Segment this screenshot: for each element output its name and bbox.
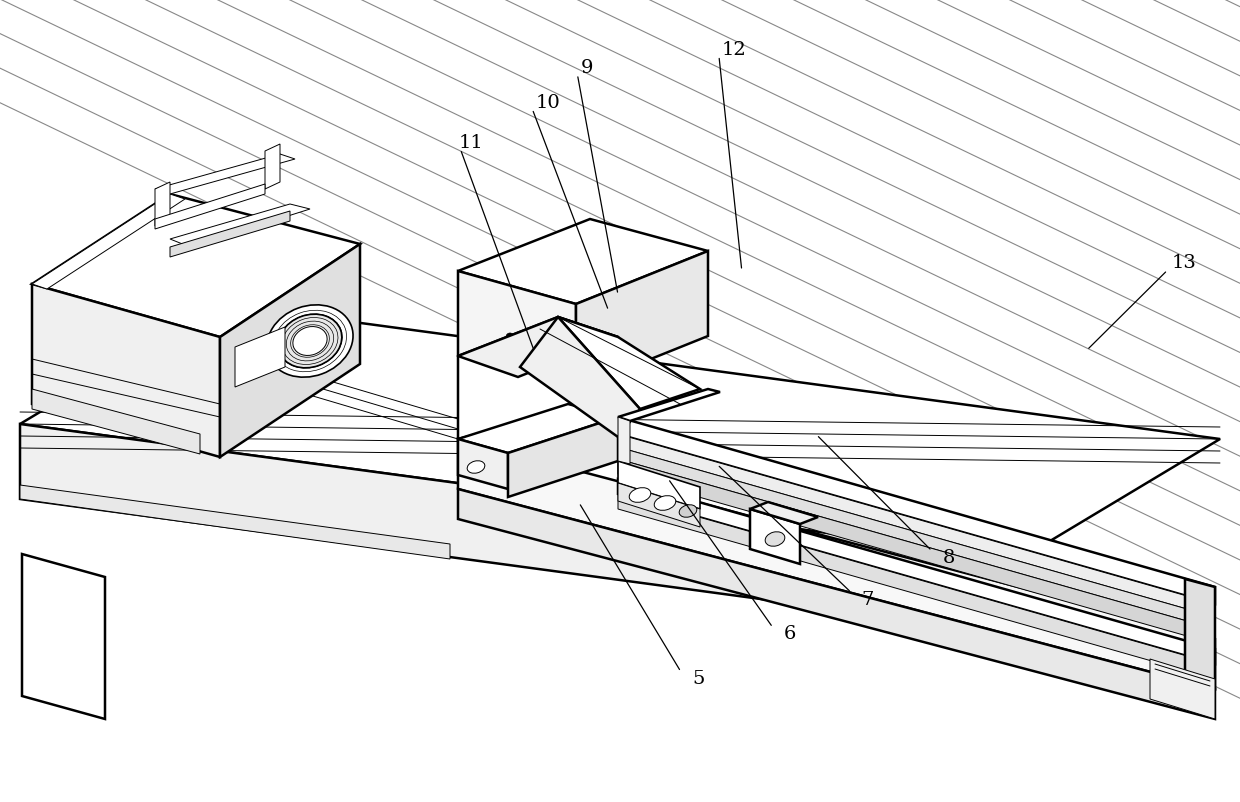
Text: 8: 8	[942, 549, 955, 566]
Polygon shape	[618, 448, 1215, 630]
Polygon shape	[32, 285, 219, 457]
Polygon shape	[32, 195, 360, 338]
Polygon shape	[170, 205, 310, 248]
Polygon shape	[20, 485, 450, 559]
Polygon shape	[618, 390, 720, 422]
Polygon shape	[1149, 659, 1215, 719]
Polygon shape	[618, 494, 1215, 679]
Text: 5: 5	[692, 669, 704, 687]
Polygon shape	[32, 390, 200, 455]
Polygon shape	[520, 318, 640, 437]
Polygon shape	[20, 305, 1220, 559]
Ellipse shape	[765, 532, 785, 546]
Ellipse shape	[655, 496, 676, 511]
Polygon shape	[458, 318, 618, 378]
Polygon shape	[265, 145, 280, 190]
Polygon shape	[458, 220, 708, 305]
Polygon shape	[236, 327, 285, 387]
Polygon shape	[458, 489, 1215, 719]
Polygon shape	[155, 155, 295, 195]
Polygon shape	[618, 435, 1215, 618]
Polygon shape	[458, 439, 508, 489]
Polygon shape	[750, 502, 818, 525]
Ellipse shape	[506, 334, 515, 342]
Polygon shape	[618, 418, 630, 464]
Polygon shape	[155, 183, 170, 227]
Polygon shape	[170, 212, 290, 257]
Polygon shape	[618, 461, 701, 509]
Ellipse shape	[267, 306, 353, 378]
Ellipse shape	[629, 488, 651, 503]
Polygon shape	[558, 318, 701, 410]
Polygon shape	[618, 460, 1215, 644]
Polygon shape	[219, 245, 360, 457]
Polygon shape	[20, 424, 1021, 634]
Text: 9: 9	[580, 59, 593, 77]
Polygon shape	[155, 184, 265, 229]
Text: 12: 12	[722, 41, 746, 59]
Text: 6: 6	[784, 625, 796, 642]
Polygon shape	[1185, 579, 1215, 689]
Polygon shape	[458, 318, 618, 439]
Text: 13: 13	[1172, 254, 1197, 272]
Polygon shape	[458, 404, 618, 453]
Ellipse shape	[278, 314, 342, 368]
Polygon shape	[458, 272, 577, 390]
Ellipse shape	[467, 461, 485, 474]
Polygon shape	[32, 195, 185, 290]
Polygon shape	[618, 484, 701, 528]
Text: 10: 10	[536, 94, 560, 111]
Text: 7: 7	[862, 590, 874, 608]
Polygon shape	[508, 418, 618, 497]
Polygon shape	[577, 252, 708, 390]
Ellipse shape	[680, 505, 697, 517]
Polygon shape	[750, 509, 800, 565]
Polygon shape	[458, 439, 1215, 689]
Ellipse shape	[293, 327, 327, 356]
Polygon shape	[618, 480, 1215, 664]
Polygon shape	[618, 418, 1215, 604]
Text: 11: 11	[459, 134, 484, 152]
Polygon shape	[22, 554, 105, 719]
